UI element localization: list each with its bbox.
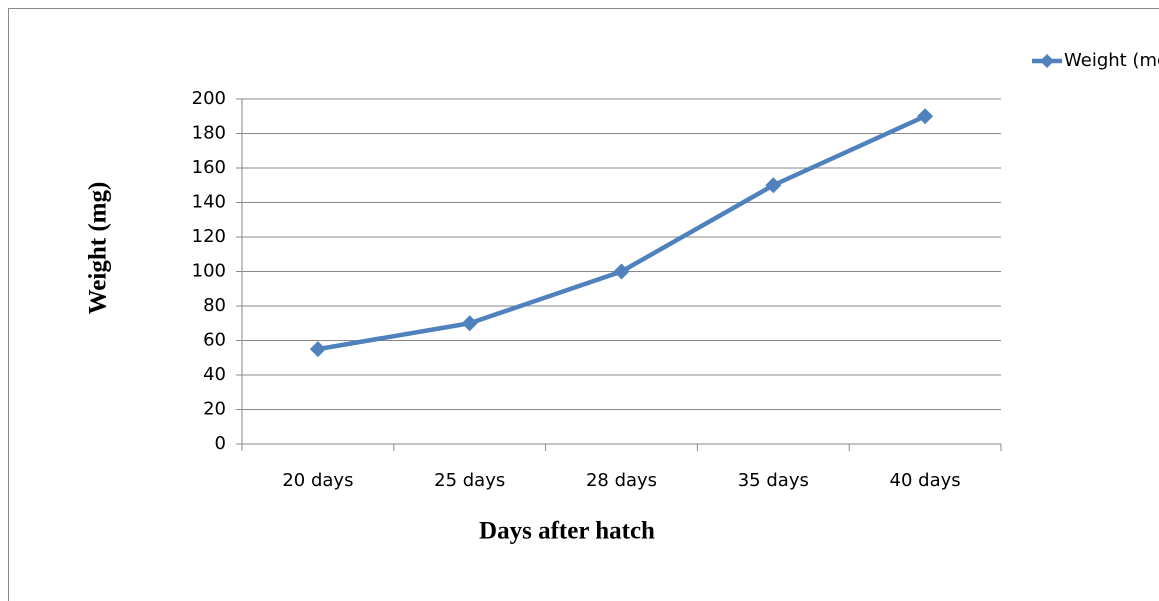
marker <box>461 315 478 332</box>
marker <box>765 177 782 194</box>
x-tick-label: 40 days <box>890 470 961 491</box>
x-tick-label: 25 days <box>434 470 505 491</box>
y-tick-label: 60 <box>203 330 226 351</box>
y-tick-label: 0 <box>215 433 226 454</box>
legend-label: Weight (mg) <box>1064 50 1159 71</box>
y-tick-label: 180 <box>192 123 226 144</box>
y-tick-label: 80 <box>203 295 226 316</box>
marker <box>309 341 326 358</box>
y-tick-label: 160 <box>192 157 226 178</box>
y-tick-label: 40 <box>203 364 226 385</box>
y-tick-label: 20 <box>203 399 226 420</box>
chart-border <box>8 8 1159 601</box>
marker <box>613 263 630 280</box>
x-tick-label: 28 days <box>586 470 657 491</box>
y-tick-label: 140 <box>192 192 226 213</box>
x-tick-label: 35 days <box>738 470 809 491</box>
legend-marker <box>1040 54 1054 68</box>
x-tick-label: 20 days <box>282 470 353 491</box>
y-axis-title: Weight (mg) <box>85 182 112 315</box>
y-tick-label: 200 <box>192 88 226 109</box>
y-tick-label: 100 <box>192 261 226 282</box>
marker <box>917 108 934 125</box>
y-tick-label: 120 <box>192 226 226 247</box>
x-axis-title: Days after hatch <box>479 518 655 545</box>
